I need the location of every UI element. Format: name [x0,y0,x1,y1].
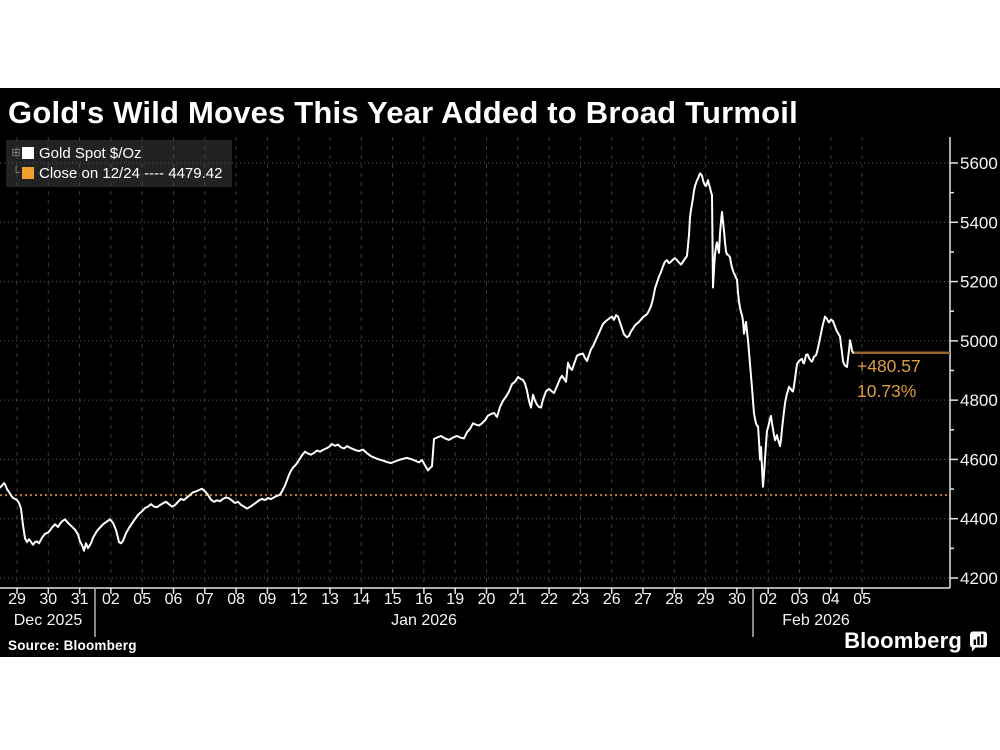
change-percent-label: 10.73% [857,381,916,401]
svg-text:5400: 5400 [960,213,998,232]
svg-text:28: 28 [665,591,683,608]
chart-panel: 29 30 31 02 05 06 07 08 09 12 13 14 15 16 19 20 21 22 23 26… [0,88,1000,657]
legend-label-close-reference: Close on 12/24 ---- 4479.42 [39,164,223,182]
svg-text:4200: 4200 [960,569,998,588]
svg-text:23: 23 [572,591,590,608]
svg-text:12: 12 [290,591,308,608]
legend-item-close-reference: └ Close on 12/24 ---- 4479.42 [10,163,222,183]
svg-text:29: 29 [8,591,26,608]
axis-frame [0,137,951,589]
svg-text:5600: 5600 [960,154,998,173]
gold-spot-swatch-icon [22,147,34,159]
svg-text:4400: 4400 [960,510,998,529]
svg-text:5000: 5000 [960,332,998,351]
bloomberg-wordmark: Bloomberg [844,628,962,653]
x-axis-day-labels: 29 30 31 02 05 06 07 08 09 12 13 14 15 16 19 20 21 22 23 26… [8,591,871,608]
bloomberg-logo: Bloomberg [844,628,988,654]
svg-text:30: 30 [728,591,746,608]
y-axis-ticks [950,162,958,579]
change-annotation: +480.57 10.73% [853,351,950,401]
svg-text:07: 07 [196,591,214,608]
svg-text:5200: 5200 [960,273,998,292]
svg-text:30: 30 [39,591,57,608]
svg-text:09: 09 [259,591,277,608]
svg-text:Feb 2026: Feb 2026 [782,612,850,629]
svg-text:15: 15 [384,591,402,608]
svg-text:20: 20 [478,591,496,608]
svg-text:02: 02 [759,591,777,608]
svg-text:Dec 2025: Dec 2025 [14,612,83,629]
svg-text:13: 13 [321,591,339,608]
legend-item-gold-spot: ⊞ Gold Spot $/Oz [10,143,222,163]
svg-text:26: 26 [603,591,621,608]
svg-text:03: 03 [791,591,809,608]
svg-text:08: 08 [227,591,245,608]
svg-text:19: 19 [446,591,464,608]
svg-text:02: 02 [102,591,120,608]
price-chart: 29 30 31 02 05 06 07 08 09 12 13 14 15 16 19 20 21 22 23 26… [0,137,998,637]
svg-text:05: 05 [133,591,151,608]
svg-text:4800: 4800 [960,391,998,410]
source-attribution: Source: Bloomberg [8,638,137,653]
svg-text:22: 22 [540,591,558,608]
legend-label-gold-spot: Gold Spot $/Oz [39,144,142,162]
change-value-label: +480.57 [857,356,921,376]
legend: ⊞ Gold Spot $/Oz └ Close on 12/24 ---- 4… [6,140,233,187]
svg-text:31: 31 [71,591,89,608]
svg-text:27: 27 [634,591,652,608]
svg-text:14: 14 [352,591,370,608]
legend-expand-icon: ⊞ [11,146,21,159]
x-axis-month-labels: Dec 2025 Jan 2026 Feb 2026 [14,589,850,637]
svg-text:04: 04 [822,591,840,608]
x-axis-ticks [16,588,863,594]
svg-text:4600: 4600 [960,450,998,469]
close-reference-swatch-icon [22,167,34,179]
svg-text:06: 06 [165,591,183,608]
svg-text:16: 16 [415,591,433,608]
vertical-gridlines [16,137,863,588]
chart-title: Gold's Wild Moves This Year Added to Bro… [8,95,798,130]
bloomberg-terminal-icon [970,631,987,651]
legend-branch-icon: └ [12,166,20,179]
svg-text:Jan 2026: Jan 2026 [391,612,457,629]
svg-text:29: 29 [697,591,715,608]
y-axis-labels: 5600 5400 5200 5000 4800 4600 4400 4200 [960,154,998,588]
gold-spot-price-line [0,172,854,552]
svg-text:21: 21 [509,591,527,608]
svg-text:05: 05 [853,591,871,608]
